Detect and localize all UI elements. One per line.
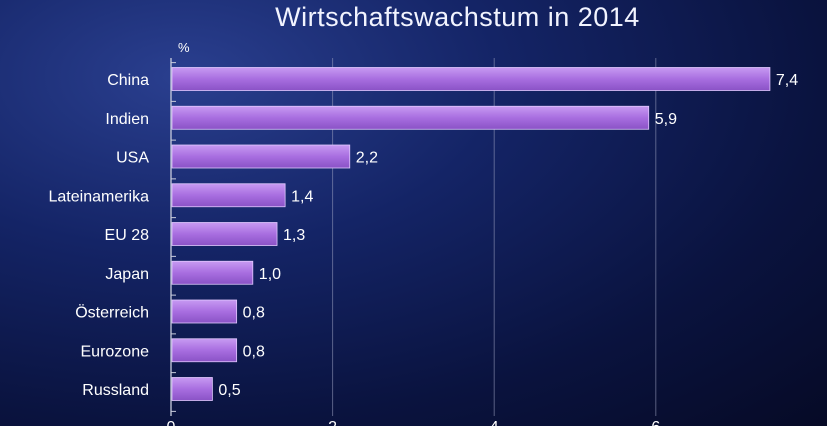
value-label: 1,0 [259,266,281,283]
category-label: China [107,72,149,89]
value-label: 2,2 [356,150,378,167]
chart-title: Wirtschaftswachstum in 2014 [275,2,640,32]
bar [171,260,254,285]
value-label: 5,9 [655,111,677,128]
bar [171,183,286,208]
x-tick-label: 4 [490,419,499,426]
value-label: 1,3 [283,227,305,244]
value-label: 0,5 [218,382,240,399]
category-label: Lateinamerika [49,188,150,205]
value-label: 1,4 [291,188,313,205]
category-label: Indien [105,111,149,128]
value-label: 0,8 [243,305,265,322]
category-label: EU 28 [105,227,150,244]
category-label: Österreich [75,304,149,322]
bar [171,338,238,363]
category-label: USA [116,150,149,167]
category-label: Eurozone [81,343,150,360]
x-tick-label: 2 [328,419,337,426]
category-label: Russland [82,382,149,399]
bar [171,299,238,324]
bar [171,222,278,246]
value-label: 0,8 [243,343,265,360]
value-label: 7,4 [776,72,798,89]
bar [171,67,771,91]
bar [171,105,650,130]
bar [171,144,351,169]
category-label: Japan [105,266,149,283]
x-tick-label: 0 [167,419,176,426]
x-tick-label: 6 [651,419,660,426]
unit-label: % [178,40,190,55]
bar [171,377,213,401]
